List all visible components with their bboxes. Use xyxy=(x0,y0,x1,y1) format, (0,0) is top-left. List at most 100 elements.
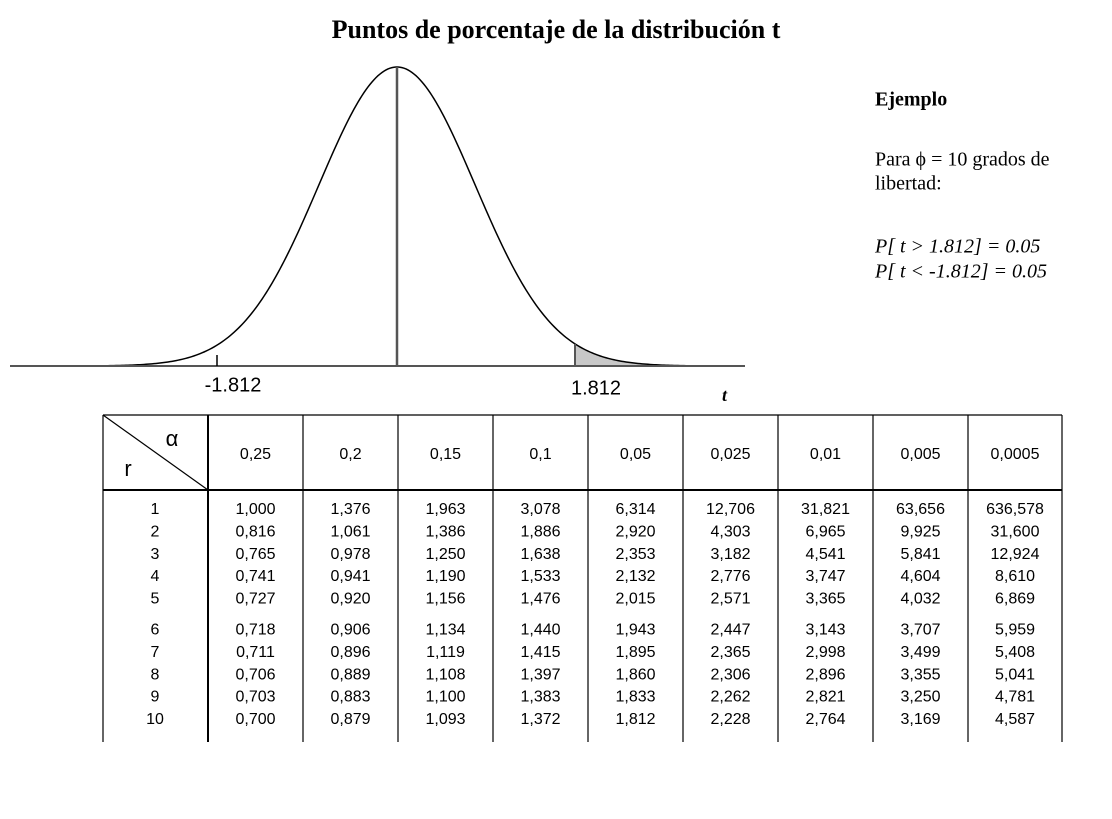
cell: 1,108 xyxy=(425,666,465,683)
cell: 0,816 xyxy=(235,524,275,541)
cell: 0,920 xyxy=(330,590,370,607)
cell: 9,925 xyxy=(900,524,940,541)
axis-label: t xyxy=(722,385,728,405)
cell: 2,365 xyxy=(710,644,750,661)
column-header: 0,15 xyxy=(430,446,461,463)
cell: 1,250 xyxy=(425,546,465,563)
r-header: r xyxy=(124,456,131,481)
row-label: 10 xyxy=(146,711,164,728)
example-formula: P[ t < -1.812] = 0.05 xyxy=(874,261,1047,283)
cell: 0,700 xyxy=(235,711,275,728)
title: Puntos de porcentaje de la distribución … xyxy=(332,15,781,44)
cell: 2,998 xyxy=(805,644,845,661)
cell: 3,250 xyxy=(900,689,940,706)
right-label: 1.812 xyxy=(571,377,621,399)
cell: 0,896 xyxy=(330,644,370,661)
cell: 5,408 xyxy=(995,644,1035,661)
cell: 1,533 xyxy=(520,568,560,585)
column-header: 0,1 xyxy=(529,446,551,463)
cell: 3,169 xyxy=(900,711,940,728)
column-header: 0,005 xyxy=(900,446,940,463)
cell: 0,906 xyxy=(330,622,370,639)
cell: 5,959 xyxy=(995,622,1035,639)
column-header: 0,25 xyxy=(240,446,271,463)
cell: 2,447 xyxy=(710,622,750,639)
cell: 1,093 xyxy=(425,711,465,728)
cell: 3,078 xyxy=(520,501,560,518)
cell: 1,963 xyxy=(425,501,465,518)
cell: 2,228 xyxy=(710,711,750,728)
row-label: 5 xyxy=(151,590,160,607)
example-formula: P[ t > 1.812] = 0.05 xyxy=(874,236,1040,258)
cell: 0,889 xyxy=(330,666,370,683)
cell: 1,100 xyxy=(425,689,465,706)
cell: 1,415 xyxy=(520,644,560,661)
cell: 1,000 xyxy=(235,501,275,518)
cell: 6,314 xyxy=(615,501,655,518)
cell: 2,920 xyxy=(615,524,655,541)
cell: 4,781 xyxy=(995,689,1035,706)
cell: 2,821 xyxy=(805,689,845,706)
cell: 0,718 xyxy=(235,622,275,639)
cell: 3,182 xyxy=(710,546,750,563)
cell: 31,821 xyxy=(801,501,850,518)
row-label: 9 xyxy=(151,689,160,706)
cell: 1,119 xyxy=(426,644,465,661)
cell: 1,061 xyxy=(330,524,370,541)
diagonal xyxy=(102,414,209,491)
cell: 2,776 xyxy=(710,568,750,585)
cell: 3,365 xyxy=(805,590,845,607)
cell: 8,610 xyxy=(995,568,1035,585)
cell: 0,741 xyxy=(235,568,275,585)
row-label: 2 xyxy=(151,524,160,541)
cell: 1,895 xyxy=(615,644,655,661)
cell: 0,941 xyxy=(330,568,370,585)
cell: 1,372 xyxy=(520,711,560,728)
row-label: 1 xyxy=(151,501,160,518)
table: α r 0,25 0,2 0,15 0,1 0,05 0,025 0,01 0,005 0,00… xyxy=(102,414,1063,742)
cell: 1,860 xyxy=(615,666,655,683)
cell: 3,355 xyxy=(900,666,940,683)
example-heading: Ejemplo xyxy=(875,89,947,111)
cell: 0,711 xyxy=(236,644,275,661)
cell: 1,156 xyxy=(425,590,465,607)
row-label: 8 xyxy=(151,666,160,683)
cell: 3,707 xyxy=(900,622,940,639)
column-header: 0,2 xyxy=(339,446,361,463)
cell: 0,727 xyxy=(235,590,275,607)
cell: 4,541 xyxy=(805,546,845,563)
example-line: libertad: xyxy=(875,173,942,195)
cell: 1,476 xyxy=(520,590,560,607)
cell: 1,383 xyxy=(520,689,560,706)
cell: 4,587 xyxy=(995,711,1035,728)
cell: 63,656 xyxy=(896,501,945,518)
cell: 4,032 xyxy=(900,590,940,607)
cell: 1,397 xyxy=(520,666,560,683)
cell: 2,015 xyxy=(615,590,655,607)
cell: 1,833 xyxy=(615,689,655,706)
cell: 0,978 xyxy=(330,546,370,563)
column-header: 0,025 xyxy=(710,446,750,463)
cell: 0,879 xyxy=(330,711,370,728)
cell: 1,812 xyxy=(615,711,655,728)
cell: 0,883 xyxy=(330,689,370,706)
column-header: 0,05 xyxy=(620,446,651,463)
alpha-header: α xyxy=(166,426,179,451)
cell: 5,041 xyxy=(995,666,1035,683)
column-header: 0,01 xyxy=(810,446,841,463)
cell: 0,703 xyxy=(235,689,275,706)
cell: 2,896 xyxy=(805,666,845,683)
cell: 2,132 xyxy=(615,568,655,585)
cell: 1,134 xyxy=(425,622,465,639)
row-label: 6 xyxy=(151,622,160,639)
cell: 12,924 xyxy=(991,546,1040,563)
row-label: 7 xyxy=(151,644,160,661)
cell: 2,571 xyxy=(710,590,750,607)
density-curve xyxy=(60,66,731,367)
cell: 3,143 xyxy=(805,622,845,639)
cell: 1,376 xyxy=(330,501,370,518)
cell: 6,869 xyxy=(995,590,1035,607)
cell: 2,306 xyxy=(710,666,750,683)
cell: 4,303 xyxy=(710,524,750,541)
